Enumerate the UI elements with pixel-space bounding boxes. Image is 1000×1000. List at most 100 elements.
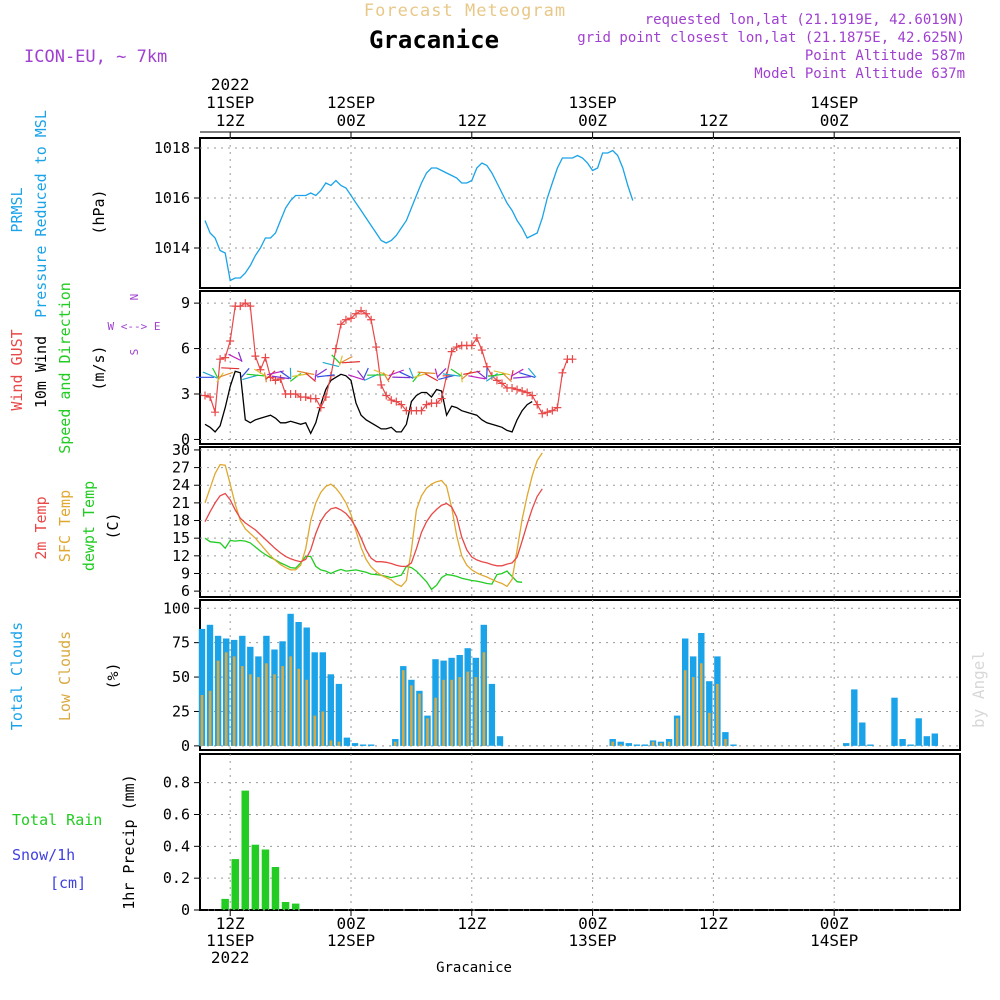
total-cloud-bar — [899, 739, 906, 746]
clouds-panel: 0 25 50 75 100 — [163, 599, 961, 755]
bottom-axis-label: 12Z — [216, 914, 245, 933]
wind-gust-marker — [346, 314, 355, 323]
bottom-axis-label: 00Z — [820, 914, 849, 933]
low-cloud-bar — [418, 693, 421, 746]
total-cloud-bar — [488, 683, 496, 746]
temp-ytick-label: 12 — [172, 547, 190, 565]
rain-bar — [231, 859, 239, 910]
top-axis-label: 00Z — [337, 111, 366, 130]
legend-10m-wind: 10m Wind — [32, 336, 50, 408]
temp-ytick-label: 9 — [181, 564, 190, 582]
wind-gust-marker — [301, 393, 310, 402]
low-cloud-bar — [708, 712, 711, 746]
wind-direction-arrow — [450, 368, 463, 378]
temp-ytick-label: 18 — [172, 512, 190, 530]
low-cloud-bar — [716, 683, 719, 746]
wind-gust-marker — [447, 347, 456, 356]
low-cloud-bar — [232, 656, 236, 746]
low-cloud-bar — [474, 677, 478, 746]
wind-unit: (m/s) — [90, 345, 108, 390]
legend-wind-gust: Wind GUST — [8, 329, 26, 410]
location-title: Gracanice — [369, 26, 499, 54]
low-cloud-bar — [675, 718, 679, 746]
total-cloud-bar — [867, 744, 874, 746]
total-cloud-bar — [891, 697, 898, 746]
low-cloud-bar — [458, 677, 461, 746]
bottom-axis-label: 12Z — [457, 914, 486, 933]
wind-direction-arrow — [468, 375, 486, 380]
temp-ytick-label: 24 — [172, 476, 190, 494]
temp-ytick-label: 27 — [172, 459, 190, 477]
top-axis-label: 11SEP — [206, 93, 254, 112]
wind-gust-marker — [377, 380, 386, 389]
low-cloud-bar — [659, 743, 663, 746]
precip-ytick-label: 0.6 — [163, 805, 190, 823]
low-cloud-bar — [208, 690, 212, 746]
wind-direction-arrow — [519, 372, 536, 378]
wind-direction-arrow — [265, 370, 276, 380]
pressure-ytick-label: 1014 — [154, 239, 190, 257]
wind-ytick-label: 9 — [181, 294, 190, 312]
pressure-legend: PRMSL Pressure Reduced to MSL (hPa) — [8, 110, 108, 318]
wind-direction-arrow — [237, 351, 243, 363]
wind-gust-marker — [336, 320, 345, 329]
wind-ytick-label: 6 — [181, 340, 190, 358]
wind-gust-marker — [246, 302, 255, 311]
low-cloud-bar — [619, 744, 623, 746]
total-cloud-bar — [730, 744, 737, 746]
legend-prmsl: PRMSL — [8, 187, 26, 232]
wind-ytick-label: 0 — [181, 430, 190, 448]
wind-gust-marker — [472, 333, 481, 342]
wind-direction-arrow — [388, 369, 405, 377]
wind-gust-marker — [226, 336, 235, 345]
rain-bar — [291, 903, 300, 910]
wind-direction-arrow — [486, 367, 488, 378]
wind-direction-arrow — [322, 361, 340, 368]
wind-direction-arrow — [373, 369, 389, 377]
precip-ytick-label: 0.2 — [163, 869, 190, 887]
temp-ytick-label: 21 — [172, 494, 190, 512]
precip-ytick-label: 0 — [181, 901, 190, 919]
rain-bar — [221, 898, 229, 910]
wind-direction-arrow — [442, 373, 461, 377]
wind-direction-arrow — [314, 370, 317, 381]
precip-panel: 0 0.2 0.4 0.6 0.8 — [163, 753, 961, 919]
temp-ytick-label: 15 — [172, 529, 190, 547]
legend-pressure-msl: Pressure Reduced to MSL — [32, 110, 50, 318]
low-cloud-bar — [426, 718, 429, 746]
temp-ytick-label: 6 — [181, 582, 190, 600]
wind-direction-arrow — [338, 355, 343, 366]
sfc-temp-line — [204, 452, 543, 588]
wind-gust-marker — [432, 399, 441, 408]
low-cloud-bar — [249, 674, 252, 746]
wind-gust-marker — [452, 343, 461, 352]
wind-gust-marker — [422, 400, 431, 409]
wind-direction-arrow — [242, 374, 259, 381]
low-cloud-bar — [329, 740, 333, 746]
top-axis-label: 00Z — [820, 111, 849, 130]
bottom-axis-label: 2022 — [211, 948, 250, 967]
low-cloud-bar — [241, 666, 244, 746]
low-cloud-bar — [289, 656, 292, 746]
low-cloud-bar — [700, 663, 703, 746]
wind-gust-marker — [331, 344, 340, 353]
meteogram-title: Forecast Meteogram — [364, 1, 566, 21]
top-axis-label: 12SEP — [327, 93, 375, 112]
top-axis-label: 14SEP — [810, 93, 858, 112]
wind-frame — [199, 290, 961, 445]
wind-ytick-label: 3 — [181, 385, 190, 403]
wind-gust-marker — [276, 374, 285, 383]
wind-direction-arrow — [297, 370, 315, 376]
rain-bar — [271, 867, 280, 910]
wind-gust-marker — [497, 379, 506, 388]
wind-gust-marker — [357, 306, 366, 315]
wind-gust-marker — [241, 299, 250, 308]
wind-gust-marker — [362, 309, 371, 318]
wind-direction-arrow — [305, 372, 316, 382]
rain-bar — [241, 790, 249, 910]
legend-total-clouds: Total Clouds — [8, 622, 26, 730]
low-cloud-bar — [410, 685, 413, 746]
wind-gust-marker — [477, 346, 486, 355]
